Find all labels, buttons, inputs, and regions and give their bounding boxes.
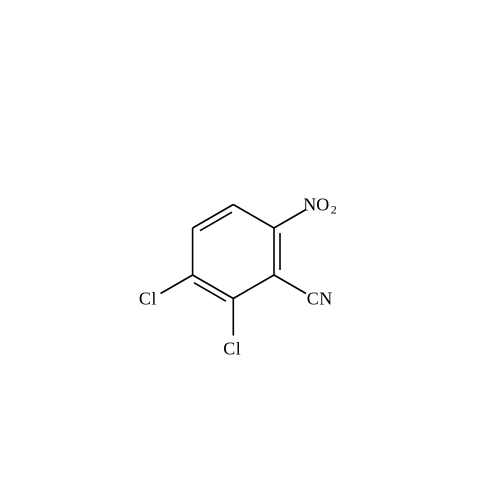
atom-label: 2 — [331, 203, 337, 217]
atom-label-group: CN — [307, 289, 333, 309]
bond-line — [233, 205, 274, 229]
atom-label: N — [319, 289, 332, 309]
atom-label: l — [236, 339, 241, 359]
bond-line — [193, 275, 234, 299]
bond-line — [274, 210, 306, 228]
molecule-canvas: NO2CNClCl — [0, 0, 500, 500]
atom-label: C — [139, 289, 151, 309]
atom-label: C — [223, 339, 235, 359]
atom-label-group: Cl — [139, 289, 157, 309]
bond-line — [233, 275, 274, 299]
atom-label: l — [151, 289, 156, 309]
atom-label: N — [303, 195, 316, 215]
bond-line — [274, 275, 306, 293]
atom-label: C — [307, 289, 319, 309]
atom-label: O — [316, 195, 329, 215]
atom-label-group: Cl — [223, 339, 241, 359]
bond-line — [193, 205, 234, 229]
atom-label-group: NO2 — [303, 195, 337, 217]
bond-line — [161, 275, 193, 293]
